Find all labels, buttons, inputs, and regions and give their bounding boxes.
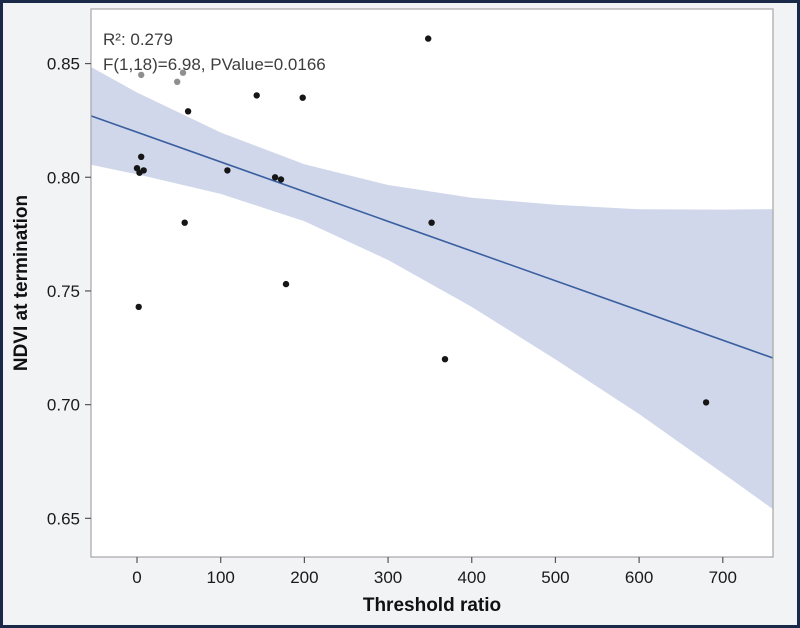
- data-point-gray: [179, 69, 187, 76]
- data-point: [277, 176, 285, 183]
- x-tick-label: 300: [374, 568, 402, 587]
- x-axis-ticks: 0 100 200 300 400 500 600 700: [132, 557, 737, 587]
- y-tick-label: 0.65: [47, 509, 80, 528]
- x-axis-label: Threshold ratio: [363, 595, 501, 616]
- confidence-band-region: [91, 67, 773, 510]
- data-point: [181, 219, 188, 226]
- data-point: [253, 92, 260, 99]
- y-tick-label: 0.80: [47, 168, 80, 187]
- y-tick-label: 0.75: [47, 282, 80, 301]
- x-tick-label: 400: [458, 568, 486, 587]
- data-point-gray: [138, 71, 145, 79]
- y-tick-label: 0.85: [47, 55, 80, 74]
- data-point: [138, 153, 145, 160]
- y-tick-label: 0.70: [47, 396, 80, 415]
- annotation-r-squared: R²: 0.279: [103, 30, 173, 49]
- data-point: [184, 108, 192, 115]
- regression-line-path: [90, 115, 774, 359]
- regression-line: [90, 115, 774, 359]
- data-point: [425, 35, 432, 42]
- confidence-band: [91, 67, 773, 510]
- data-point: [299, 94, 306, 101]
- x-tick-label: 500: [541, 568, 569, 587]
- data-point: [428, 219, 435, 226]
- y-axis-label: NDVI at termination: [11, 195, 32, 371]
- x-tick-label: 100: [207, 568, 235, 587]
- data-point: [441, 356, 449, 363]
- data-point-gray: [174, 78, 181, 86]
- x-tick-label: 0: [132, 568, 141, 587]
- data-point: [271, 174, 279, 181]
- x-tick-label: 700: [709, 568, 737, 587]
- data-point: [702, 399, 710, 406]
- data-point: [140, 167, 147, 174]
- annotation-f-pvalue: F(1,18)=6.98, PValue=0.0166: [103, 55, 326, 74]
- data-point: [135, 303, 142, 311]
- x-tick-label: 600: [625, 568, 653, 587]
- x-tick-label: 200: [290, 568, 318, 587]
- plot-frame: [90, 8, 774, 558]
- data-point: [224, 167, 231, 174]
- scatter-plot: 0 100 200 300 400 500 600 700 0.650.700.750.800…: [11, 8, 774, 616]
- data-points: [133, 35, 710, 406]
- y-axis-ticks: 0.65 0.70 0.75 0.80 0.85: [47, 55, 91, 528]
- data-point: [282, 280, 290, 288]
